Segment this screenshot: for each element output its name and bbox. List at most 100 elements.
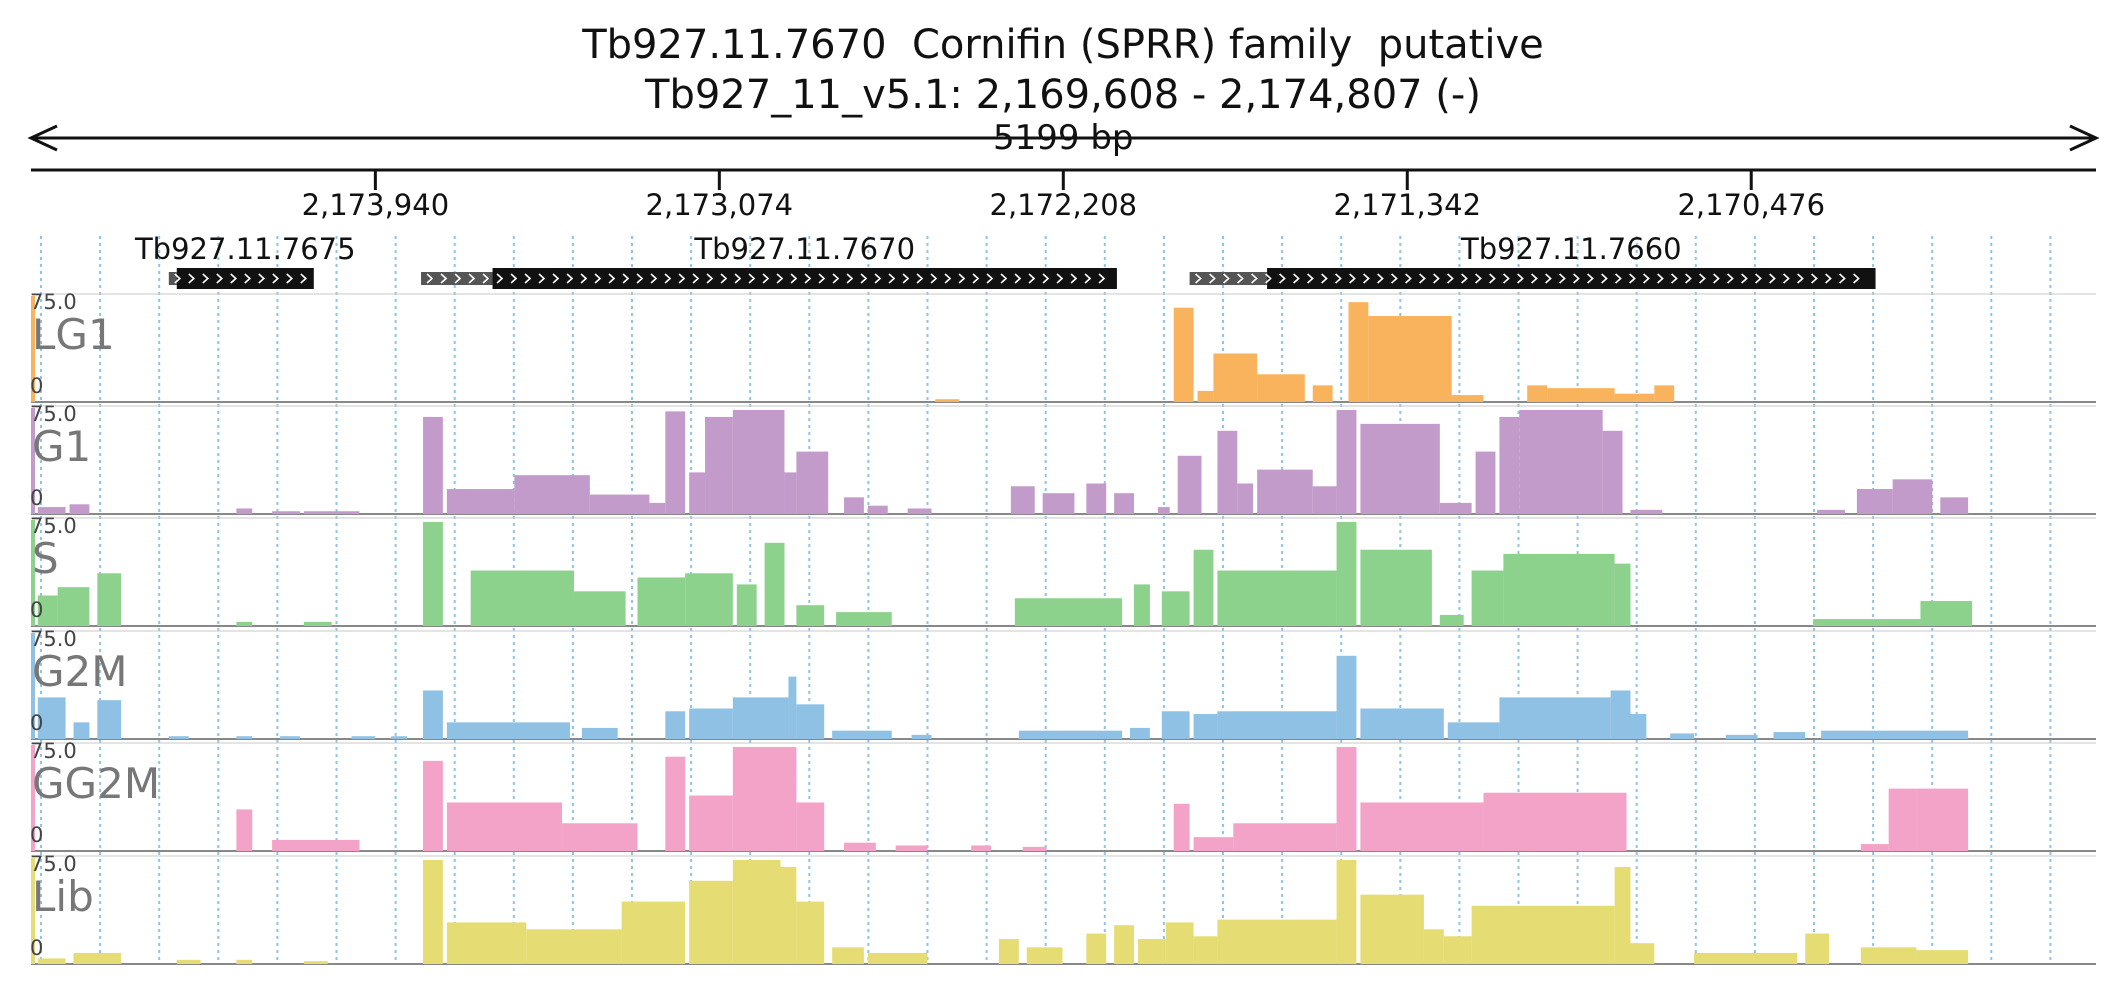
coverage-bar bbox=[526, 929, 622, 964]
coverage-bar bbox=[665, 411, 686, 514]
coverage-bar bbox=[69, 504, 90, 514]
coverage-bar bbox=[97, 573, 122, 626]
coverage-bar bbox=[303, 621, 332, 626]
coverage-bar bbox=[1439, 502, 1472, 514]
track-max-label: 75.0 bbox=[30, 402, 77, 426]
coverage-bar bbox=[1161, 711, 1190, 739]
track-color-strip bbox=[31, 296, 35, 402]
coverage-bar bbox=[236, 959, 253, 964]
coverage-bar bbox=[446, 922, 527, 964]
coverage-bar bbox=[423, 522, 443, 626]
coverage-bar bbox=[1499, 697, 1611, 739]
track-min-label: 0 bbox=[30, 823, 44, 847]
coverage-bar bbox=[911, 734, 932, 739]
coverage-bar bbox=[1217, 711, 1337, 739]
locus-coordinates: Tb927_11_v5.1: 2,169,608 - 2,174,807 (-) bbox=[645, 72, 1481, 118]
coverage-bar bbox=[832, 947, 864, 964]
coverage-bar bbox=[73, 722, 90, 739]
coverage-bar bbox=[867, 505, 888, 514]
coverage-bar bbox=[1193, 837, 1234, 851]
coverage-bar bbox=[764, 542, 785, 626]
coverage-bar bbox=[1813, 619, 1921, 626]
coverage-bar bbox=[732, 860, 781, 964]
coverage-bar bbox=[685, 573, 733, 626]
gene-label: Tb927.11.7670 bbox=[694, 232, 916, 266]
coverage-bar bbox=[796, 451, 829, 514]
coverage-bar bbox=[1451, 395, 1484, 402]
coverage-bar bbox=[1257, 469, 1313, 514]
coverage-bar bbox=[1602, 430, 1623, 514]
coverage-bar bbox=[1312, 486, 1337, 514]
coverage-bar bbox=[37, 507, 66, 514]
coverage-bar bbox=[1086, 483, 1107, 514]
gene-cds bbox=[176, 268, 314, 289]
track-name: S bbox=[32, 534, 59, 583]
coverage-bar bbox=[1916, 788, 1969, 851]
coverage-bar bbox=[1527, 385, 1548, 402]
gene-strand-chevrons bbox=[1195, 273, 1860, 284]
coverage-bar bbox=[1010, 486, 1035, 514]
coverage-bar bbox=[867, 952, 928, 964]
coverage-bar bbox=[665, 711, 686, 739]
coverage-bar bbox=[236, 621, 253, 626]
coverage-bar bbox=[1694, 952, 1798, 964]
track-max-label: 75.0 bbox=[30, 514, 77, 538]
gene-label: Tb927.11.7675 bbox=[134, 232, 356, 266]
gene-strand-chevrons bbox=[426, 273, 1106, 284]
coverage-bar bbox=[1312, 385, 1333, 402]
coverage-bar bbox=[1360, 423, 1440, 514]
coverage-bar bbox=[1916, 950, 1969, 964]
track-min-label: 0 bbox=[30, 486, 44, 510]
coverage-bar bbox=[236, 508, 253, 514]
coverage-bar bbox=[732, 410, 785, 514]
coverage-bar bbox=[446, 489, 515, 514]
track-min-label: 0 bbox=[30, 374, 44, 398]
coverage-bar bbox=[1237, 483, 1254, 514]
coverage-bar bbox=[705, 416, 733, 514]
coverage-bar bbox=[1821, 730, 1969, 739]
coverage-bar bbox=[1022, 846, 1047, 851]
coverage-bar bbox=[272, 511, 300, 514]
gene-title: Tb927.11.7670 Cornifin (SPRR) family put… bbox=[582, 22, 1544, 68]
coverage-bar bbox=[1439, 614, 1464, 626]
coverage-bar bbox=[1161, 591, 1190, 626]
coverage-bar bbox=[423, 760, 443, 851]
coverage-bar bbox=[57, 587, 90, 626]
coverage-bar bbox=[589, 494, 650, 514]
coverage-bar bbox=[1114, 925, 1135, 964]
coverage-bar bbox=[303, 961, 328, 964]
track-min-label: 0 bbox=[30, 711, 44, 735]
coverage-bar bbox=[562, 823, 638, 851]
coverage-bar bbox=[1193, 936, 1218, 964]
track-name: G2M bbox=[32, 647, 128, 696]
track-color-strip bbox=[31, 745, 35, 851]
coverage-bar bbox=[1134, 584, 1150, 626]
coverage-bar bbox=[1114, 493, 1135, 514]
coverage-bar bbox=[784, 472, 797, 514]
coverage-bar bbox=[1336, 410, 1357, 514]
track-max-label: 75.0 bbox=[30, 290, 77, 314]
coverage-bar bbox=[1360, 894, 1424, 964]
track-max-label: 75.0 bbox=[30, 739, 77, 763]
gene-utr bbox=[168, 272, 177, 285]
coverage-bar bbox=[1173, 307, 1194, 402]
coverage-bar bbox=[832, 730, 892, 739]
coverage-bar bbox=[1130, 727, 1150, 739]
coverage-bar bbox=[1193, 714, 1218, 739]
coverage-bar bbox=[1475, 451, 1496, 514]
coverage-bar bbox=[796, 605, 825, 626]
ruler-tick-label: 2,173,940 bbox=[301, 188, 450, 222]
gene-cds bbox=[1267, 268, 1876, 289]
coverage-bar bbox=[796, 704, 825, 739]
coverage-bar bbox=[1630, 943, 1655, 964]
coverage-bar bbox=[1471, 570, 1504, 626]
coverage-bar bbox=[1423, 929, 1444, 964]
coverage-bar bbox=[621, 901, 686, 964]
coverage-bar bbox=[732, 697, 789, 739]
coverage-bar bbox=[1860, 947, 1917, 964]
coverage-bar bbox=[446, 802, 563, 851]
coverage-bar bbox=[514, 475, 590, 514]
coverage-bar bbox=[236, 809, 253, 851]
coverage-bar bbox=[836, 612, 892, 626]
